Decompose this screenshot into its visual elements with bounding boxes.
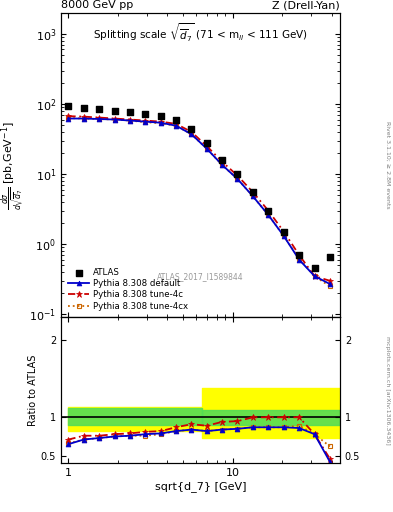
Pythia 8.308 tune-4cx [189,131,194,137]
Pythia 8.308 tune-4c [251,189,255,196]
Pythia 8.308 tune-4cx [66,115,71,121]
Pythia 8.308 default [66,116,71,122]
ATLAS [296,251,302,259]
ATLAS [96,105,102,113]
Pythia 8.308 tune-4cx [128,117,132,123]
Pythia 8.308 tune-4c [235,173,240,179]
Pythia 8.308 tune-4c [220,159,224,165]
ATLAS [219,156,225,164]
Pythia 8.308 tune-4cx [174,122,178,129]
Pythia 8.308 tune-4c [204,143,209,150]
X-axis label: sqrt{d_7} [GeV]: sqrt{d_7} [GeV] [155,481,246,492]
Pythia 8.308 default [189,131,194,137]
Pythia 8.308 default [97,116,101,122]
Text: Z (Drell-Yan): Z (Drell-Yan) [272,0,340,10]
Pythia 8.308 tune-4cx [97,116,101,122]
Line: Pythia 8.308 tune-4c: Pythia 8.308 tune-4c [65,113,333,284]
ATLAS [327,253,333,261]
ATLAS [204,139,210,147]
Pythia 8.308 tune-4cx [297,255,301,262]
Pythia 8.308 default [297,257,301,263]
Pythia 8.308 default [220,162,224,168]
Pythia 8.308 tune-4c [312,273,317,279]
Pythia 8.308 tune-4cx [327,283,332,289]
Pythia 8.308 tune-4c [297,252,301,258]
Pythia 8.308 default [112,116,117,122]
Y-axis label: $\frac{d\sigma}{d\sqrt{\overline{d}_7}}$ [pb,GeV$^{-1}$]: $\frac{d\sigma}{d\sqrt{\overline{d}_7}}$… [0,121,26,209]
Pythia 8.308 default [327,281,332,287]
ATLAS [188,125,195,133]
Pythia 8.308 tune-4c [281,229,286,235]
ATLAS [234,170,241,178]
Text: Rivet 3.1.10; ≥ 2.8M events: Rivet 3.1.10; ≥ 2.8M events [385,121,390,209]
Pythia 8.308 tune-4c [66,113,71,119]
ATLAS [250,188,256,197]
Pythia 8.308 tune-4cx [266,212,271,218]
Pythia 8.308 default [281,233,286,239]
Pythia 8.308 tune-4c [97,115,101,121]
Pythia 8.308 tune-4c [128,116,132,122]
Pythia 8.308 default [174,122,178,129]
ATLAS [81,104,87,112]
Pythia 8.308 tune-4c [81,114,86,120]
ATLAS [173,115,179,123]
Text: 8000 GeV pp: 8000 GeV pp [61,0,133,10]
Pythia 8.308 tune-4c [266,208,271,214]
Pythia 8.308 default [312,273,317,279]
Pythia 8.308 default [204,145,209,152]
Pythia 8.308 default [158,120,163,126]
ATLAS [65,101,72,110]
Pythia 8.308 tune-4cx [251,194,255,200]
Line: Pythia 8.308 tune-4cx: Pythia 8.308 tune-4cx [66,116,332,289]
Pythia 8.308 tune-4cx [235,176,240,182]
Pythia 8.308 tune-4cx [281,233,286,239]
Pythia 8.308 tune-4cx [158,120,163,126]
ATLAS [311,264,318,272]
Pythia 8.308 tune-4c [158,119,163,125]
Pythia 8.308 tune-4cx [112,116,117,122]
ATLAS [281,228,287,236]
ATLAS [142,110,149,118]
Text: Splitting scale $\sqrt{\overline{d}_7}$ (71 < m$_{ll}$ < 111 GeV): Splitting scale $\sqrt{\overline{d}_7}$ … [93,22,308,44]
Pythia 8.308 default [143,119,148,125]
Legend: ATLAS, Pythia 8.308 default, Pythia 8.308 tune-4c, Pythia 8.308 tune-4cx: ATLAS, Pythia 8.308 default, Pythia 8.30… [65,266,191,313]
ATLAS [158,112,164,120]
Pythia 8.308 default [81,116,86,122]
Pythia 8.308 tune-4c [143,117,148,123]
Pythia 8.308 default [235,176,240,182]
Pythia 8.308 tune-4cx [204,145,209,152]
Text: mcplots.cern.ch [arXiv:1306.3436]: mcplots.cern.ch [arXiv:1306.3436] [385,336,390,445]
Pythia 8.308 tune-4c [327,278,332,284]
Pythia 8.308 tune-4cx [312,273,317,279]
ATLAS [127,108,133,116]
Pythia 8.308 tune-4c [112,116,117,122]
Pythia 8.308 default [266,212,271,218]
Line: Pythia 8.308 default: Pythia 8.308 default [66,116,332,286]
Pythia 8.308 tune-4cx [81,116,86,122]
Pythia 8.308 default [251,194,255,200]
Pythia 8.308 tune-4cx [220,162,224,168]
Text: ATLAS_2017_I1589844: ATLAS_2017_I1589844 [157,272,244,281]
Pythia 8.308 tune-4cx [143,119,148,125]
Y-axis label: Ratio to ATLAS: Ratio to ATLAS [28,355,38,426]
ATLAS [112,106,118,115]
ATLAS [265,207,272,215]
Pythia 8.308 tune-4c [174,121,178,127]
Pythia 8.308 default [128,117,132,123]
Pythia 8.308 tune-4c [189,129,194,135]
